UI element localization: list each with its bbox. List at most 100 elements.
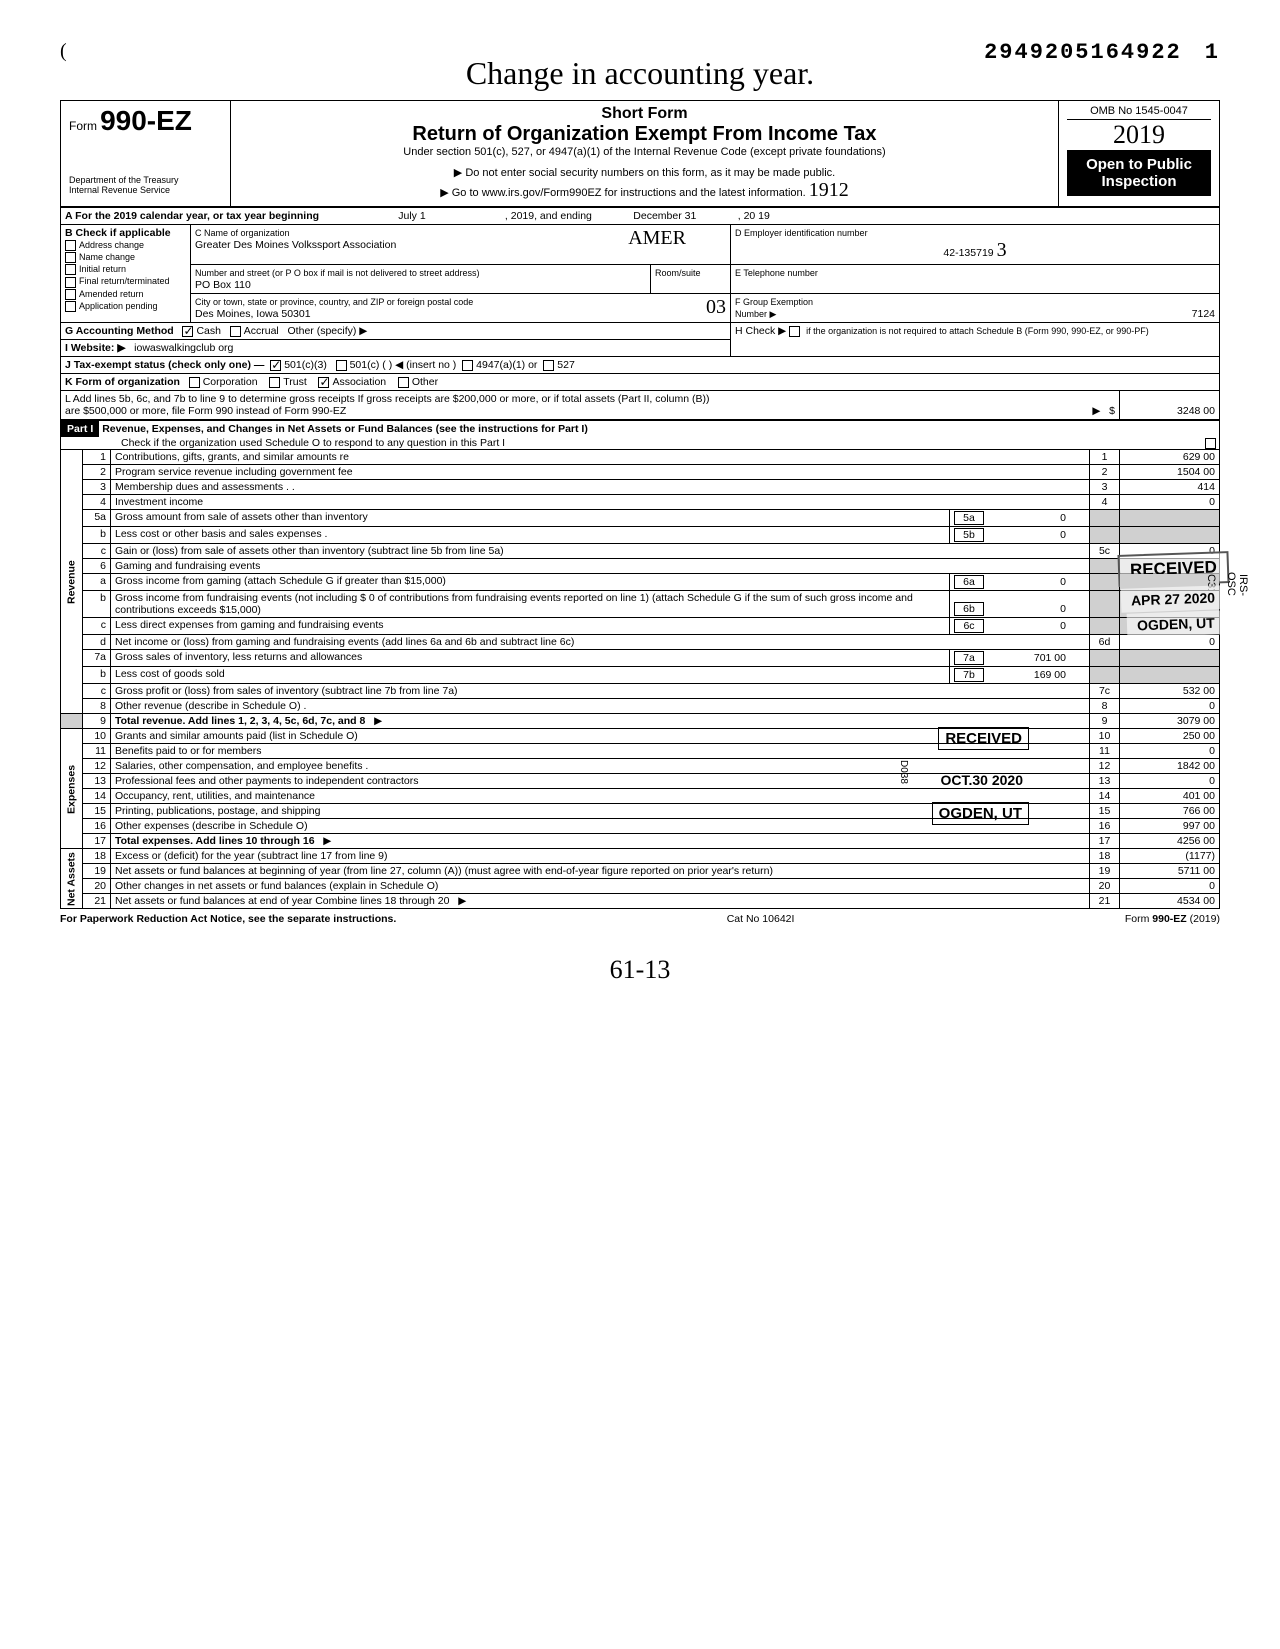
ln4-a: 0 [1120, 495, 1220, 510]
ln16-a: 997 00 [1120, 819, 1220, 834]
k-corp: Corporation [203, 376, 258, 388]
stamp-oct: OCT.30 2020 [935, 770, 1030, 790]
form-title: Return of Organization Exempt From Incom… [239, 123, 1050, 146]
l-text: L Add lines 5b, 6c, and 7b to line 9 to … [65, 393, 710, 417]
ln16-rn: 16 [1090, 819, 1120, 834]
ln6c-m: 6c [954, 619, 984, 633]
stamp-ogden-2: OGDEN, UT [932, 802, 1029, 825]
ln6a-m: 6a [954, 575, 984, 589]
ln18-rn: 18 [1090, 849, 1120, 864]
cb-address-change[interactable] [65, 240, 76, 251]
ln5b-t: Less cost or other basis and sales expen… [111, 527, 950, 544]
cb-name-change[interactable] [65, 252, 76, 263]
opt-initial: Initial return [79, 264, 126, 274]
footer-left: For Paperwork Reduction Act Notice, see … [60, 913, 396, 925]
j-501c3: 501(c)(3) [284, 359, 327, 371]
cb-trust[interactable] [269, 377, 280, 388]
k-trust: Trust [283, 376, 307, 388]
stamp-received-2: RECEIVED [938, 727, 1029, 750]
footer-mid: Cat No 10642I [727, 913, 795, 925]
ln21-rn: 21 [1090, 894, 1120, 909]
ln1-t: Contributions, gifts, grants, and simila… [111, 450, 1090, 465]
h-text: if the organization is not required to a… [806, 326, 1149, 336]
ln5a-m: 5a [954, 511, 984, 525]
j-501c: 501(c) ( [350, 359, 386, 371]
ln5b-ma: 0 [984, 529, 1074, 541]
opt-amended: Amended return [79, 289, 144, 299]
cb-4947[interactable] [462, 360, 473, 371]
ln9-n: 9 [83, 714, 111, 729]
dept-treasury: Department of the Treasury [69, 175, 222, 185]
opt-final: Final return/terminated [79, 276, 170, 286]
cb-accrual[interactable] [230, 326, 241, 337]
ln7b-ma: 169 00 [984, 669, 1074, 681]
cb-527[interactable] [543, 360, 554, 371]
ln7b-m: 7b [954, 668, 984, 682]
side-netassets: Net Assets [61, 849, 83, 909]
ln17-rn: 17 [1090, 834, 1120, 849]
ln13-t: Professional fees and other payments to … [115, 775, 419, 787]
ln5a-t: Gross amount from sale of assets other t… [111, 510, 950, 527]
ln19-n: 19 [83, 864, 111, 879]
ln12-a: 1842 00 [1120, 759, 1220, 774]
ln5b-n: b [83, 527, 111, 544]
org-name: Greater Des Moines Volkssport Associatio… [195, 239, 396, 251]
ln18-n: 18 [83, 849, 111, 864]
website: iowaswalkingclub org [134, 342, 233, 354]
room-label: Room/suite [655, 268, 701, 278]
ln6-greya: RECEIVED [1120, 559, 1220, 574]
ln14-rn: 14 [1090, 789, 1120, 804]
ln6a-n: a [83, 574, 111, 591]
page-hand-number: 61-13 [60, 955, 1220, 985]
line-a-begin: July 1 [322, 210, 502, 222]
ln7c-n: c [83, 684, 111, 699]
ln15-a: 766 00 [1120, 804, 1220, 819]
ln6c-n: c [83, 618, 111, 635]
ln20-n: 20 [83, 879, 111, 894]
cb-corp[interactable] [189, 377, 200, 388]
footer-right: Form 990-EZ (2019) [1125, 913, 1220, 925]
ln18-t: Excess or (deficit) for the year (subtra… [111, 849, 1090, 864]
k-other: Other [412, 376, 438, 388]
k-assoc: Association [332, 376, 386, 388]
ln11-rn: 11 [1090, 744, 1120, 759]
ln1-rn: 1 [1090, 450, 1120, 465]
cb-pending[interactable] [65, 301, 76, 312]
cb-cash[interactable] [182, 326, 193, 337]
cb-schedule-o[interactable] [1205, 438, 1216, 449]
f-num-label: Number ▶ [735, 309, 776, 319]
ln7a-t: Gross sales of inventory, less returns a… [111, 650, 950, 667]
opt-address: Address change [79, 240, 144, 250]
cb-final[interactable] [65, 277, 76, 288]
ln19-t: Net assets or fund balances at beginning… [111, 864, 1090, 879]
ln5c-t: Gain or (loss) from sale of assets other… [111, 544, 1090, 559]
cb-other[interactable] [398, 377, 409, 388]
ln7b-t: Less cost of goods sold [111, 667, 950, 684]
ln16-n: 16 [83, 819, 111, 834]
ln14-a: 401 00 [1120, 789, 1220, 804]
j-4947: 4947(a)(1) or [476, 359, 537, 371]
cb-schedule-b[interactable] [789, 326, 800, 337]
line-a-yr: , 20 19 [738, 210, 770, 222]
cb-501c[interactable] [336, 360, 347, 371]
ln12-n: 12 [83, 759, 111, 774]
ln2-rn: 2 [1090, 465, 1120, 480]
cb-assoc[interactable] [318, 377, 329, 388]
ln6a-grey [1090, 574, 1120, 591]
ln6-t: Gaming and fundraising events [111, 559, 1090, 574]
cb-501c3[interactable] [270, 360, 281, 371]
cb-initial[interactable] [65, 264, 76, 275]
ln3-a: 414 [1120, 480, 1220, 495]
ln7a-n: 7a [83, 650, 111, 667]
ln13-a: 0 [1120, 774, 1220, 789]
ln21-n: 21 [83, 894, 111, 909]
ln17-n: 17 [83, 834, 111, 849]
ln19-rn: 19 [1090, 864, 1120, 879]
f-label: F Group Exemption [735, 297, 813, 307]
tick-mark: ( [60, 40, 67, 63]
ln9-rn: 9 [1090, 714, 1120, 729]
cb-amended[interactable] [65, 289, 76, 300]
short-form-label: Short Form [239, 105, 1050, 123]
url-note: Go to www.irs.gov/Form990EZ for instruct… [440, 187, 806, 199]
j-label: J Tax-exempt status (check only one) — [65, 359, 264, 371]
